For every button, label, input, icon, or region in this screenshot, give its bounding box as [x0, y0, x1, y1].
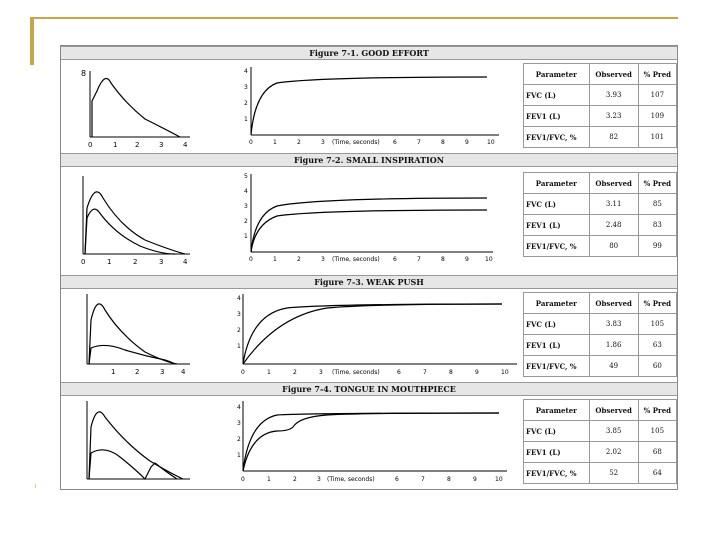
svg-text:3: 3 [237, 420, 241, 427]
svg-text:2: 2 [135, 368, 139, 376]
svg-text:3: 3 [319, 369, 323, 376]
svg-text:10: 10 [487, 139, 495, 146]
svg-text:8: 8 [449, 369, 453, 376]
results-table: Parameter Observed% Pred FVC (L) 3.83 105 F… [523, 292, 678, 377]
accent-vertical-rule [30, 17, 34, 65]
svg-text:(Time, seconds): (Time, seconds) [332, 256, 380, 263]
svg-text:6: 6 [393, 256, 397, 263]
volume-time-curve: 1 2 3 4 0 1 2 3 (Time, seconds) 6 7 8 9 … [237, 294, 517, 376]
svg-text:10: 10 [495, 476, 503, 483]
svg-text:7: 7 [421, 476, 425, 483]
svg-text:3: 3 [159, 258, 163, 266]
svg-text:9: 9 [465, 139, 469, 146]
svg-text:2: 2 [237, 436, 241, 443]
figure-title: Figure 7-1. GOOD EFFORT [61, 46, 677, 60]
svg-text:10: 10 [501, 369, 509, 376]
svg-text:8: 8 [441, 256, 445, 263]
volume-time-curve: 1 2 3 4 0 1 2 3 (Time, seconds) 6 7 8 9 … [244, 67, 499, 146]
results-table: Parameter Observed% Pred FVC (L) 3.11 85 FE… [523, 172, 678, 257]
svg-text:1: 1 [113, 141, 117, 149]
flow-volume-curve [86, 401, 190, 481]
svg-text:3: 3 [159, 141, 163, 149]
svg-text:6: 6 [395, 476, 399, 483]
svg-text:2: 2 [293, 476, 297, 483]
svg-text:6: 6 [397, 369, 401, 376]
svg-text:(Time, seconds): (Time, seconds) [327, 476, 375, 483]
flow-volume-curve: 0 1 2 3 4 [81, 176, 190, 266]
svg-text:0: 0 [241, 476, 245, 483]
figure-title: Figure 7-4. TONGUE IN MOUTHPIECE [61, 382, 677, 396]
svg-text:2: 2 [135, 141, 139, 149]
spirometry-figure-sheet: Figure 7-1. GOOD EFFORT 8 0 1 2 3 4 1 2 … [60, 45, 678, 490]
figure-title: Figure 7-2. SMALL INSPIRATION [61, 153, 677, 167]
svg-text:(Time, seconds): (Time, seconds) [332, 139, 380, 146]
svg-text:1: 1 [267, 476, 271, 483]
svg-text:1: 1 [237, 452, 241, 459]
svg-text:3: 3 [321, 139, 325, 146]
svg-text:8: 8 [447, 476, 451, 483]
svg-text:1: 1 [237, 343, 241, 350]
svg-text:9: 9 [465, 256, 469, 263]
svg-text:2: 2 [297, 256, 301, 263]
flow-volume-curve: 8 0 1 2 3 4 [81, 69, 190, 149]
svg-text:6: 6 [393, 139, 397, 146]
svg-text:0: 0 [88, 141, 92, 149]
svg-text:1: 1 [273, 256, 277, 263]
svg-text:9: 9 [473, 476, 477, 483]
svg-text:3: 3 [160, 368, 164, 376]
svg-text:4: 4 [244, 188, 248, 195]
svg-text:4: 4 [244, 68, 248, 75]
svg-text:4: 4 [181, 368, 186, 376]
svg-text:5: 5 [244, 173, 248, 180]
figure-panel-good-effort: 8 0 1 2 3 4 1 2 3 4 0 1 2 3 (Time, secon… [61, 61, 678, 153]
svg-text:3: 3 [321, 256, 325, 263]
svg-text:0: 0 [249, 139, 253, 146]
svg-text:4: 4 [183, 258, 188, 266]
svg-text:3: 3 [244, 84, 248, 91]
results-table: Parameter Observed% Pred FVC (L) 3.85 105 F… [523, 399, 678, 484]
svg-text:1: 1 [267, 369, 271, 376]
flow-volume-curve: 1 2 3 4 [86, 294, 190, 376]
svg-text:3: 3 [237, 311, 241, 318]
svg-text:0: 0 [241, 369, 245, 376]
svg-text:1: 1 [273, 139, 277, 146]
svg-text:4: 4 [183, 141, 188, 149]
svg-text:(Time, seconds): (Time, seconds) [332, 369, 380, 376]
svg-text:3: 3 [244, 203, 248, 210]
svg-text:8: 8 [441, 139, 445, 146]
svg-text:1: 1 [244, 233, 248, 240]
svg-text:7: 7 [417, 256, 421, 263]
svg-text:2: 2 [133, 258, 137, 266]
results-table: Parameter Observed% Pred FVC (L) 3.93 107 F… [523, 63, 678, 148]
volume-time-curve: 1 2 3 4 5 0 1 2 3 (Time, seconds) 6 7 8 … [244, 173, 493, 263]
svg-text:2: 2 [293, 369, 297, 376]
figure-panel-tongue-in-mouthpiece: 1 2 3 4 0 1 2 3 (Time, seconds) 6 7 8 9 … [61, 397, 678, 489]
svg-text:7: 7 [417, 139, 421, 146]
svg-text:9: 9 [475, 369, 479, 376]
volume-time-curve: 1 2 3 4 0 1 2 3 (Time, seconds) 6 7 8 9 … [237, 401, 507, 483]
svg-text:2: 2 [244, 218, 248, 225]
svg-text:1: 1 [107, 258, 111, 266]
svg-text:2: 2 [237, 327, 241, 334]
svg-text:0: 0 [249, 256, 253, 263]
svg-text:2: 2 [244, 100, 248, 107]
svg-text:10: 10 [485, 256, 493, 263]
figure-panel-small-inspiration: 0 1 2 3 4 1 2 3 4 5 0 1 2 3 (Time, secon… [61, 168, 678, 272]
figure-panel-weak-push: 1 2 3 4 1 2 3 4 0 1 2 3 (Time, seconds) … [61, 290, 678, 382]
svg-text:1: 1 [244, 116, 248, 123]
svg-text:4: 4 [237, 295, 241, 302]
svg-text:3: 3 [317, 476, 321, 483]
svg-text:1: 1 [111, 368, 115, 376]
figure-title: Figure 7-3. WEAK PUSH [61, 275, 677, 289]
svg-text:7: 7 [423, 369, 427, 376]
flow-y-label: 8 [81, 69, 86, 78]
svg-text:0: 0 [81, 258, 85, 266]
svg-text:2: 2 [297, 139, 301, 146]
svg-text:4: 4 [237, 404, 241, 411]
accent-dot [35, 484, 36, 488]
accent-horizontal-rule [30, 17, 678, 19]
